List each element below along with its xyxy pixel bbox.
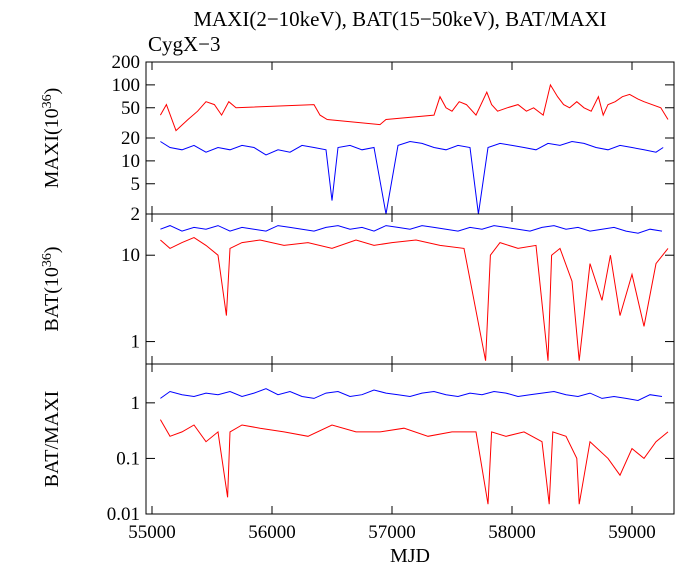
chart-title: MAXI(2−10keV), BAT(15−50keV), BAT/MAXI xyxy=(193,7,606,31)
panel-bottom-ytick-label-2: 1 xyxy=(131,393,141,414)
panel-top-ylabel: MAXI(1036) xyxy=(40,88,64,189)
panel-middle-series-1 xyxy=(160,225,663,234)
xtick-label-4: 59000 xyxy=(608,522,656,543)
panel-middle-series-0 xyxy=(160,237,669,361)
panel-top-series-1 xyxy=(160,140,664,215)
panel-top-ytick-label-3: 20 xyxy=(121,128,140,149)
xtick-label-3: 58000 xyxy=(488,522,536,543)
panel-middle-ytick-label-0: 1 xyxy=(131,332,141,353)
xtick-label-2: 57000 xyxy=(368,522,416,543)
panel-top-ytick-label-1: 5 xyxy=(131,174,141,195)
xtick-label-0: 55000 xyxy=(128,522,176,543)
chart-subtitle: CygX−3 xyxy=(148,32,221,56)
xtick-label-1: 56000 xyxy=(248,522,296,543)
panels: 25102050100200MAXI(1036)110BAT(1036)0.01… xyxy=(40,52,675,567)
panel-bottom-ylabel: BAT/MAXI xyxy=(41,391,63,488)
x-axis-label: MJD xyxy=(390,545,430,567)
panel-bottom-frame xyxy=(145,363,675,515)
panel-top-ytick-label-6: 200 xyxy=(112,52,141,73)
panel-bottom-series-0 xyxy=(159,419,669,505)
panel-middle-ytick-label-1: 10 xyxy=(121,245,140,266)
panel-middle-frame xyxy=(145,213,675,365)
panel-top-ytick-label-2: 10 xyxy=(121,151,140,172)
panel-top-series-0 xyxy=(159,83,669,132)
panel-top-frame xyxy=(145,61,675,215)
panel-top-ytick-label-5: 100 xyxy=(112,75,141,96)
panel-top-ytick-label-0: 2 xyxy=(131,204,141,225)
panel-top-ytick-label-4: 50 xyxy=(121,98,140,119)
panel-bottom-ytick-label-0: 0.01 xyxy=(107,504,140,525)
panel-middle-ylabel: BAT(1036) xyxy=(40,246,64,331)
panel-bottom-series-1 xyxy=(160,388,663,402)
panel-bottom-ytick-label-1: 0.1 xyxy=(116,448,140,469)
